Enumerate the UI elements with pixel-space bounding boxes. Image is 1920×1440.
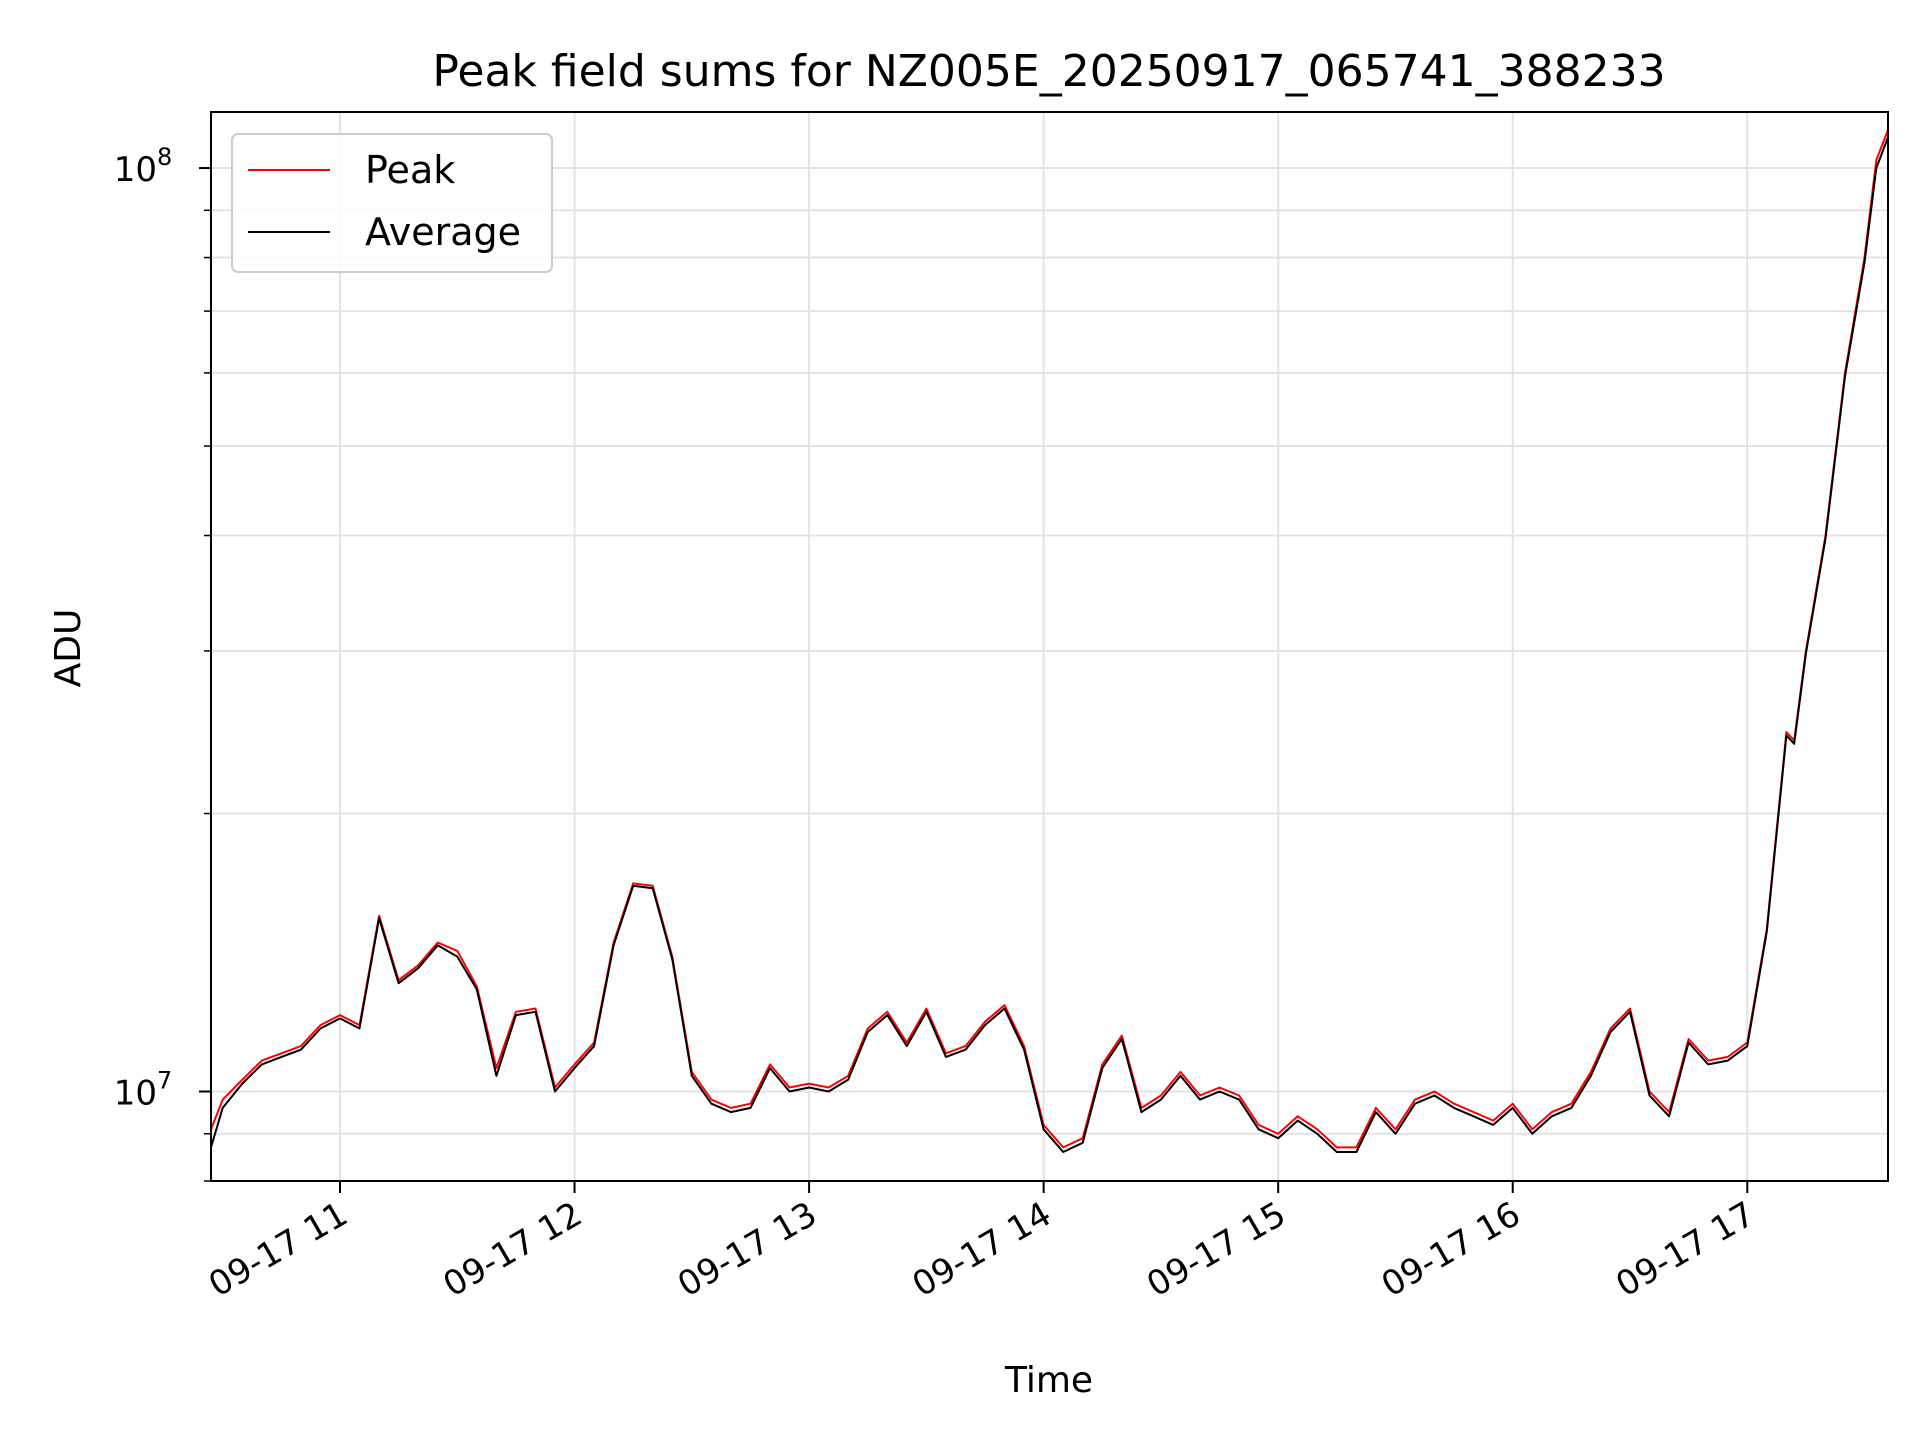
legend-box <box>231 133 553 273</box>
x-tick-label: 09-17 15 <box>1140 1194 1292 1305</box>
x-tick-label: 09-17 14 <box>906 1194 1058 1305</box>
legend-label-average: Average <box>365 210 521 254</box>
legend-label-peak: Peak <box>365 148 455 192</box>
x-tick-label: 09-17 12 <box>437 1194 589 1305</box>
y-tick-label: 108 <box>114 143 173 190</box>
plot-frame <box>210 111 1889 1182</box>
chart-title: Peak field sums for NZ005E_20250917_0657… <box>432 46 1665 97</box>
x-tick-label: 09-17 16 <box>1375 1194 1527 1305</box>
legend: Peak Average <box>231 133 553 273</box>
x-tick-label: 09-17 11 <box>202 1194 354 1305</box>
x-tick-label: 09-17 13 <box>671 1194 823 1305</box>
series-line-peak <box>211 129 1888 1149</box>
y-tick-label: 107 <box>114 1067 173 1114</box>
y-ticks: 107 108 <box>114 143 211 1182</box>
y-axis-label: ADU <box>48 609 89 688</box>
x-axis-label: Time <box>1004 1360 1093 1401</box>
x-ticks: 09-17 11 09-17 12 09-17 13 09-17 14 09-17 15… <box>202 1181 1762 1305</box>
series-line-average <box>211 136 1888 1153</box>
series-layer <box>211 129 1888 1153</box>
x-tick-label: 09-17 17 <box>1609 1194 1761 1305</box>
